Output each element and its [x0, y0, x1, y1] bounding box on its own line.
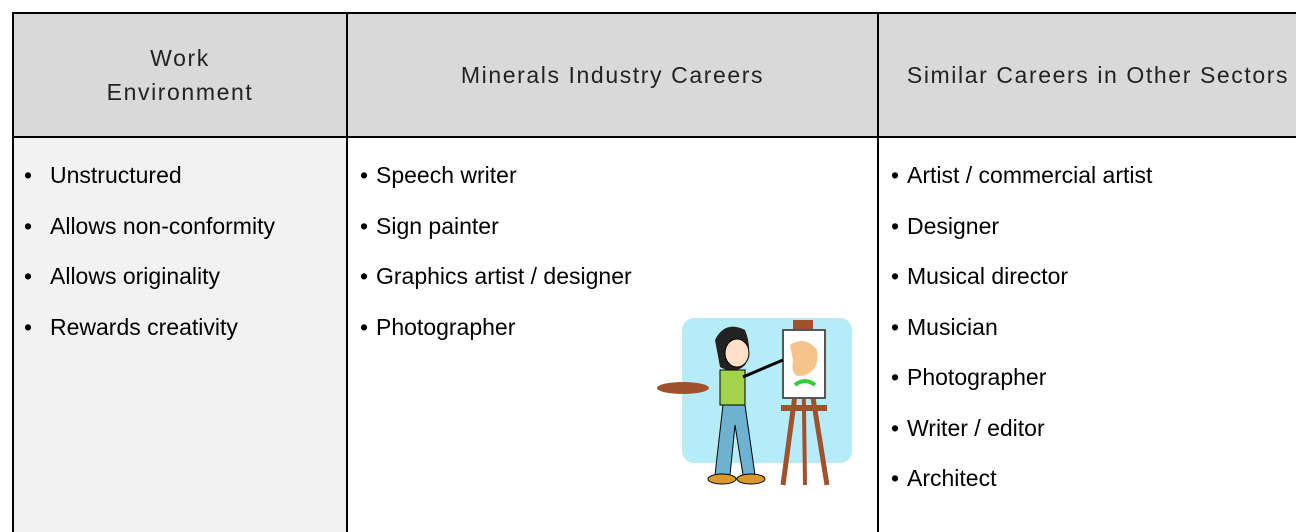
page: Work Environment UnstructuredAllows non-… [0, 0, 1296, 520]
list-item: Musical director [879, 251, 1296, 302]
list-item: Sign painter [348, 201, 877, 252]
list: Artist / commercial artistDesignerMusica… [879, 138, 1296, 504]
list-item: Photographer [879, 352, 1296, 403]
list-item: Allows non-conformity [14, 201, 346, 252]
table: Work Environment UnstructuredAllows non-… [12, 12, 1296, 532]
list: UnstructuredAllows non-conformityAllows … [14, 138, 346, 352]
column: Similar Careers in Other Sectors Artist … [877, 12, 1296, 532]
painter-clipart [657, 318, 852, 486]
header-text: Work Environment [106, 45, 254, 105]
column: Work Environment UnstructuredAllows non-… [12, 12, 346, 532]
list: Speech writerSign painterGraphics artist… [348, 138, 877, 352]
list-item: Rewards creativity [14, 302, 346, 353]
column-header: Similar Careers in Other Sectors [879, 12, 1296, 138]
list-item: Artist / commercial artist [879, 150, 1296, 201]
list-item: Architect [879, 453, 1296, 504]
list-item: Speech writer [348, 150, 877, 201]
column: Minerals Industry Careers Speech writerS… [346, 12, 877, 532]
list-item: Designer [879, 201, 1296, 252]
column-header: Minerals Industry Careers [348, 12, 877, 138]
header-text: Similar Careers in Other Sectors [906, 62, 1290, 88]
list-item: Photographer [348, 302, 877, 353]
column-header: Work Environment [14, 12, 346, 138]
header-text: Minerals Industry Careers [460, 62, 765, 88]
list-item: Unstructured [14, 150, 346, 201]
list-item: Graphics artist / designer [348, 251, 877, 302]
list-item: Musician [879, 302, 1296, 353]
list-item: Allows originality [14, 251, 346, 302]
list-item: Writer / editor [879, 403, 1296, 454]
